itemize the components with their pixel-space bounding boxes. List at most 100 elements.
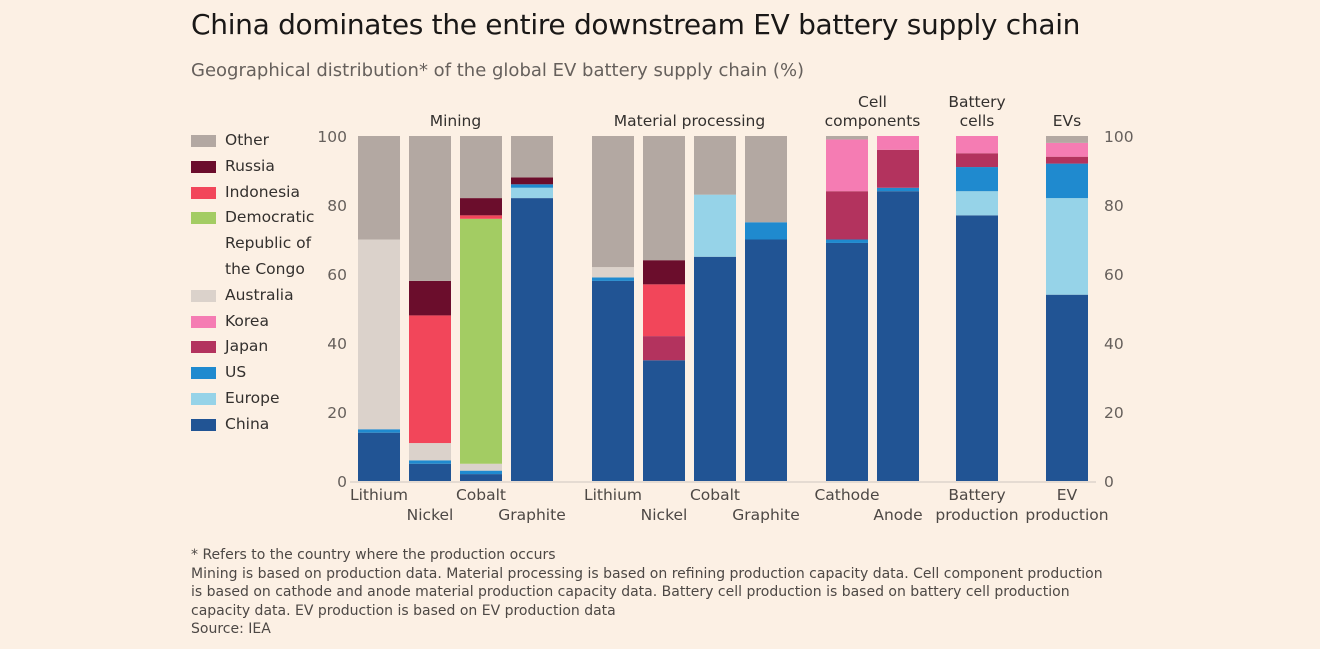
legend-label-other: Other [225,131,270,149]
footnote-line-1: Mining is based on production data. Mate… [191,565,1103,582]
legend-label-russia: Russia [225,156,275,175]
bar-segment-other [358,136,400,240]
bar-segment-russia [409,280,451,316]
bar-segment-europe [1046,198,1088,295]
category-label: Nickel [641,506,688,524]
bar-segment-japan [956,153,998,168]
category-label: Cobalt [456,486,506,504]
group-label-2: Cell [858,93,887,111]
legend-label-drc: Democratic Republic of the Congo [225,205,314,282]
legend-label-europe: Europe [225,388,280,407]
bar-segment-other [1046,136,1088,143]
source-note: Source: IEA [191,621,271,637]
legend-swatch-indonesia [191,186,216,199]
legend-item-china: China [191,412,326,438]
bar-segment-japan [643,336,685,361]
bar-segment-japan [877,149,919,188]
bar-segment-us [460,470,502,475]
chart-subtitle: Geographical distribution* of the global… [191,60,805,81]
footnote-line-3: capacity data. EV production is based on… [191,602,616,619]
legend-label-drc-line-1: Democratic [225,208,315,227]
bar-segment-japan [826,191,868,240]
category-label: Nickel [407,506,454,524]
legend-item-us: US [191,360,326,386]
bar-segment-us [826,239,868,243]
bar-segment-drc [460,218,502,464]
bar-segment-other [511,136,553,178]
bar-segment-australia [592,267,634,278]
legend-item-other: Other [191,128,326,154]
footnotes: * Refers to the country where the produc… [191,546,1151,639]
category-label: Graphite [732,506,799,524]
bar-segment-korea [826,139,868,192]
y-tick-label-left: 0 [337,473,347,491]
group-label-3: Battery [948,93,1005,111]
legend-item-korea: Korea [191,309,326,335]
category-label: EV [1057,486,1078,504]
legend-label-china: China [225,414,270,433]
group-label-4: EVs [1053,112,1081,130]
bar-segment-china [460,474,502,481]
bar-segment-australia [358,239,400,430]
footnote-asterisk: * Refers to the country where the produc… [191,547,556,563]
group-label-1: Material processing [614,112,765,130]
bar-segment-china [745,239,787,481]
stacked-bar-chart: 0 0 20 20 40 40 60 60 80 80 100 100 Mining Lithium Nic… [317,93,1133,524]
bar-segment-china [358,432,400,481]
bar-segment-russia [511,177,553,185]
bar-segment-us [511,184,553,188]
legend-swatch-other [191,135,216,147]
legend-label-korea: Korea [225,311,269,330]
y-tick-label-right: 20 [1104,404,1124,422]
legend-swatch-drc [191,212,216,225]
bar-segment-china [956,215,998,481]
bar-segment-russia [643,260,685,285]
legend-item-drc: Democratic Republic of the Congo [191,205,326,282]
category-label: Anode [873,506,922,524]
bar-segment-us [1046,163,1088,199]
category-label: Battery [948,486,1005,504]
category-label: production [1025,506,1108,524]
bar-segment-other [592,136,634,268]
legend-swatch-europe [191,392,216,405]
bar-segment-other [694,136,736,195]
y-tick-label-left: 60 [327,266,347,284]
chart-title: China dominates the entire downstream EV… [191,8,1081,41]
legend-label-indonesia: Indonesia [225,182,300,201]
bar-segment-indonesia [643,284,685,337]
bar-segment-korea [956,136,998,154]
legend: Other Russia Indonesia Democratic Republ… [191,128,326,438]
bar-segment-japan [1046,156,1088,164]
bar-segment-us [956,167,998,192]
bar-segment-europe [694,194,736,257]
legend-item-europe: Europe [191,386,326,412]
bar-segment-china [1046,294,1088,481]
category-label: production [935,506,1018,524]
legend-label-japan: Japan [225,337,269,356]
legend-swatch-china [191,418,216,431]
bar-segment-indonesia [460,215,502,219]
bar-segment-other [826,136,868,140]
bar-segment-russia [460,198,502,216]
footnote-line-2: is based on cathode and anode material p… [191,584,1070,600]
bar-segment-other [643,136,685,261]
bar-segment-china [826,242,868,481]
bar-segment-australia [460,463,502,471]
bar-segment-us [358,429,400,433]
legend-item-japan: Japan [191,334,326,360]
bar-segment-china [877,191,919,481]
legend-swatch-japan [191,341,216,354]
category-label: Lithium [584,486,642,504]
bar-segment-china [511,198,553,481]
bar-segment-us [745,222,787,240]
legend-label-australia: Australia [225,285,294,304]
legend-item-russia: Russia [191,154,326,180]
bar-segment-other [745,136,787,223]
bar-segment-indonesia [409,315,451,444]
y-tick-label-right: 40 [1104,335,1124,353]
group-label-2: components [825,112,921,130]
legend-swatch-us [191,367,216,380]
bar-segment-china [592,280,634,481]
legend-swatch-russia [191,160,216,173]
y-tick-label-left: 20 [327,404,347,422]
